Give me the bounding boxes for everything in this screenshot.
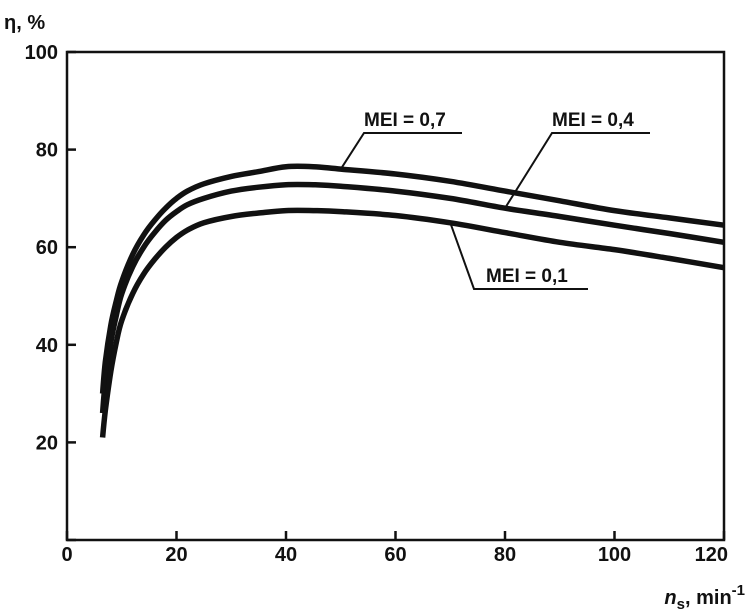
y-tick-label: 100: [25, 42, 58, 64]
leader-mei-0-7: [339, 132, 462, 170]
x-axis-unit: , min: [685, 587, 732, 609]
leader-mei-0-4: [504, 132, 650, 209]
y-tick-label: 60: [36, 237, 58, 259]
x-axis-subscript: s: [677, 596, 685, 612]
y-tick-label: 20: [36, 432, 58, 454]
y-tick-label: 40: [36, 335, 58, 357]
x-axis-label: ns, min-1: [664, 582, 745, 612]
x-tick-label: 60: [384, 544, 406, 566]
x-axis-symbol: n: [664, 587, 676, 609]
x-tick-label: 20: [165, 544, 187, 566]
leader-mei-0-1: [449, 222, 588, 290]
x-tick-label: 80: [494, 544, 516, 566]
y-tick-label: 80: [36, 140, 58, 162]
x-tick-label: 0: [61, 544, 72, 566]
x-tick-label: 120: [695, 544, 728, 566]
label-mei-0-7: MEI = 0,7: [364, 110, 446, 131]
series-annotations: MEI = 0,7 MEI = 0,4 MEI = 0,1: [339, 110, 650, 290]
x-tick-label: 40: [275, 544, 297, 566]
label-mei-0-1: MEI = 0,1: [486, 266, 568, 287]
label-mei-0-4: MEI = 0,4: [552, 110, 634, 131]
axis-ticks: 20 40 60 80 100 0 20 40 60 80 100 120: [25, 42, 728, 566]
y-axis-label: η, %: [4, 12, 45, 34]
curve-mei-0-1: [99, 207, 725, 438]
curve-mei-0-4: [99, 181, 725, 414]
x-tick-label: 100: [598, 544, 631, 566]
curve-mei-0-7: [99, 163, 725, 394]
efficiency-curves: [99, 163, 725, 438]
x-axis-exponent: -1: [732, 582, 745, 599]
